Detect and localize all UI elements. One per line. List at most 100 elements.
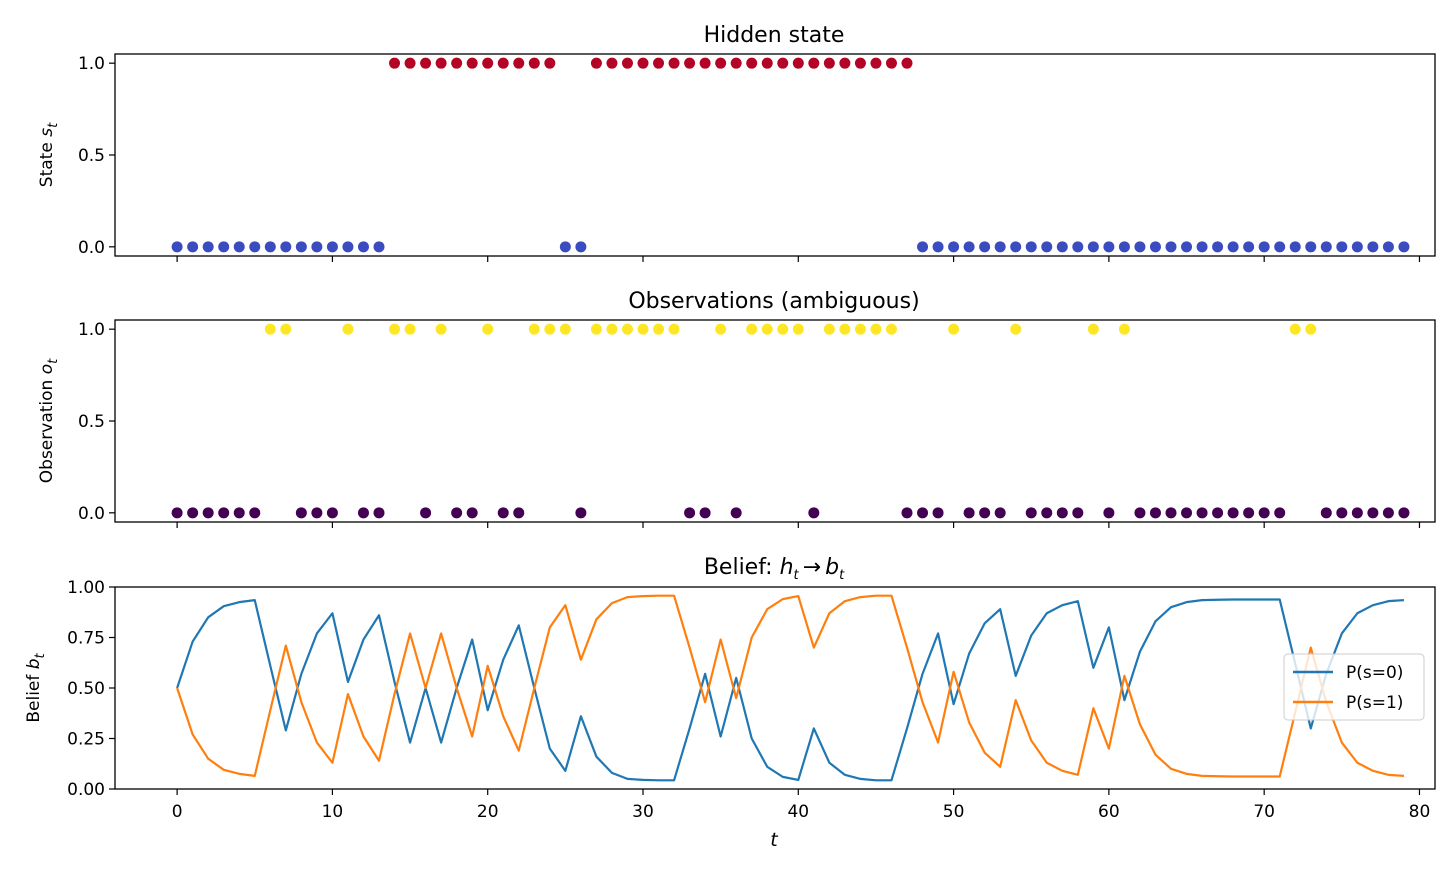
data-point	[544, 323, 556, 335]
data-point	[1165, 241, 1177, 253]
data-point	[1289, 323, 1301, 335]
data-point	[1149, 241, 1161, 253]
data-point	[1320, 241, 1332, 253]
data-point	[994, 241, 1006, 253]
data-point	[233, 241, 245, 253]
hidden-state-yticks: 0.0 0.5 1.0	[78, 54, 115, 258]
data-point	[1134, 507, 1146, 519]
data-point	[249, 507, 261, 519]
legend: P(s=0) P(s=1)	[1283, 653, 1425, 721]
belief-xticks: 0 10 20 30 40 50 60 70 80	[172, 789, 1430, 822]
data-point	[621, 57, 633, 69]
data-point	[901, 57, 913, 69]
observations-ylabel-var: o	[37, 364, 57, 374]
data-point	[435, 323, 447, 335]
hidden-state-points	[171, 57, 1410, 253]
data-point	[420, 57, 432, 69]
data-point	[699, 507, 711, 519]
data-point	[1196, 241, 1208, 253]
data-point	[1336, 507, 1348, 519]
data-point	[295, 507, 307, 519]
data-point	[389, 57, 401, 69]
data-point	[513, 507, 525, 519]
data-point	[482, 323, 494, 335]
legend-box	[1283, 653, 1425, 721]
data-point	[979, 241, 991, 253]
series-line-0	[176, 598, 1405, 782]
belief-title-arrow: →	[803, 555, 821, 580]
ytick-label: 0.5	[78, 412, 105, 432]
data-point	[1072, 507, 1084, 519]
xtick-label: 10	[322, 802, 344, 822]
data-point	[1258, 507, 1270, 519]
data-point	[606, 323, 618, 335]
data-point	[994, 507, 1006, 519]
data-point	[342, 323, 354, 335]
data-point	[792, 323, 804, 335]
data-point	[1398, 241, 1410, 253]
data-point	[979, 507, 991, 519]
data-point	[559, 241, 571, 253]
data-point	[1149, 507, 1161, 519]
data-point	[187, 241, 199, 253]
data-point	[1118, 323, 1130, 335]
ytick-label: 0.0	[78, 504, 105, 524]
data-point	[668, 57, 680, 69]
data-point	[684, 507, 696, 519]
observations-points	[171, 323, 1410, 519]
data-point	[357, 241, 369, 253]
data-point	[1289, 241, 1301, 253]
data-point	[839, 57, 851, 69]
data-point	[1010, 241, 1022, 253]
data-point	[777, 57, 789, 69]
data-point	[746, 323, 758, 335]
data-point	[295, 241, 307, 253]
belief-title-text: Belief:	[704, 555, 780, 580]
data-point	[668, 323, 680, 335]
data-point	[249, 241, 261, 253]
data-point	[730, 507, 742, 519]
data-point	[808, 57, 820, 69]
data-point	[948, 323, 960, 335]
xtick-label: 0	[172, 802, 183, 822]
data-point	[575, 507, 587, 519]
hidden-state-ylabel: State st	[37, 122, 61, 187]
data-point	[1118, 241, 1130, 253]
data-point	[1041, 507, 1053, 519]
belief-panel: Belief: ht → bt Belief bt 0.000.250.500.75…	[24, 555, 1436, 851]
data-point	[575, 241, 587, 253]
data-point	[373, 241, 385, 253]
ytick-label: 0.00	[67, 780, 105, 800]
data-point	[482, 57, 494, 69]
xtick-label: 60	[1098, 802, 1120, 822]
data-point	[1056, 241, 1068, 253]
xtick-label: 50	[943, 802, 965, 822]
data-point	[171, 507, 183, 519]
belief-title-h: h	[780, 555, 794, 580]
ytick-label: 1.00	[67, 578, 105, 598]
belief-ylabel-sub: t	[33, 652, 48, 658]
data-point	[1165, 507, 1177, 519]
data-point	[653, 323, 665, 335]
belief-title-h-sub: t	[794, 568, 800, 583]
data-point	[280, 323, 292, 335]
data-point	[1056, 507, 1068, 519]
data-point	[761, 323, 773, 335]
data-point	[885, 57, 897, 69]
data-point	[854, 323, 866, 335]
data-point	[264, 241, 276, 253]
data-point	[1258, 241, 1270, 253]
data-point	[870, 323, 882, 335]
data-point	[1243, 241, 1255, 253]
data-point	[1351, 241, 1363, 253]
data-point	[1041, 241, 1053, 253]
data-point	[373, 507, 385, 519]
data-point	[218, 507, 230, 519]
ytick-label: 0.0	[78, 238, 105, 258]
belief-title-b: b	[825, 555, 839, 580]
data-point	[1227, 507, 1239, 519]
hidden-state-ylabel-text: State	[37, 137, 57, 187]
data-point	[202, 507, 214, 519]
data-point	[963, 507, 975, 519]
data-point	[1305, 323, 1317, 335]
